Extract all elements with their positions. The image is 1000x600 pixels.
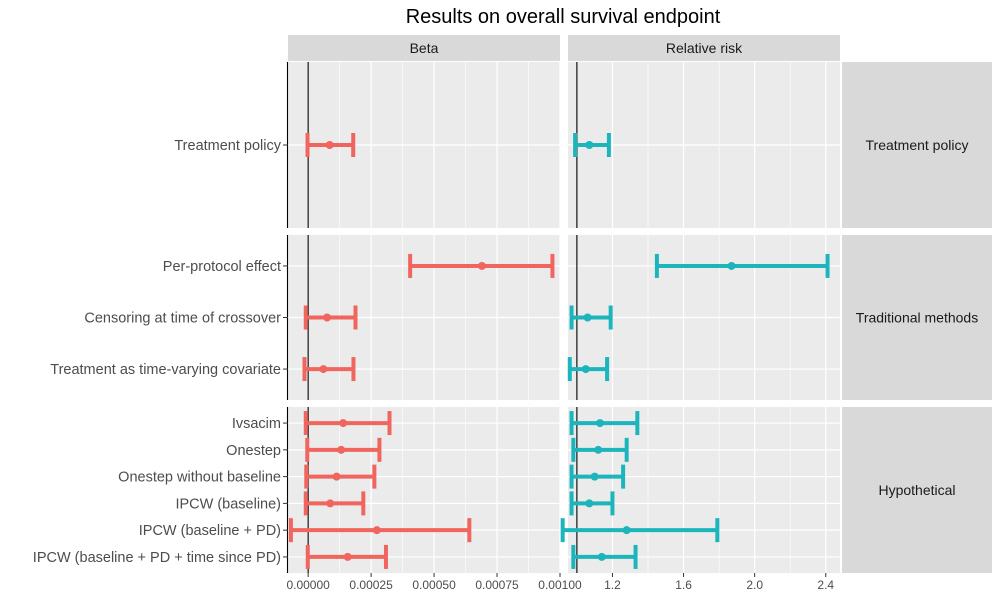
rr-point-estimate (594, 445, 603, 454)
rr-errorbar (569, 305, 613, 330)
y-tick-label: IPCW (baseline + PD) (139, 523, 281, 539)
plot-panels: Beta Relative risk Treatment policy Traditi… (286, 35, 992, 573)
rr-errorbar (560, 518, 720, 543)
x-tick-label: 0.00000 (286, 578, 330, 592)
row-strip (842, 235, 992, 400)
beta-errorbar (303, 411, 392, 436)
row-strip-label: Hypothetical (878, 482, 955, 498)
x-tick-label: 0.00050 (412, 578, 456, 592)
beta-errorbar (302, 357, 356, 382)
x-tick-label: 0.00075 (475, 578, 519, 592)
beta-point-estimate (372, 526, 381, 535)
beta-point-estimate (339, 419, 348, 428)
rr-errorbar (567, 357, 610, 382)
y-tick-label: IPCW (baseline + PD + time since PD) (33, 550, 281, 566)
rr-errorbar (573, 133, 611, 157)
beta-point-estimate (319, 365, 328, 374)
beta-point-estimate (477, 261, 486, 270)
facet-strip-beta (288, 35, 560, 61)
beta-point-estimate (332, 472, 341, 481)
beta-point-estimate (323, 313, 332, 322)
beta-errorbar (303, 491, 366, 516)
rr-errorbar (569, 411, 640, 436)
rr-point-estimate (585, 141, 594, 149)
beta-errorbar (305, 133, 356, 157)
y-tick-label: Onestep (226, 443, 281, 459)
rr-point-estimate (585, 499, 594, 508)
plot-marks: Treatment policy Per-protocol effect Censo… (33, 133, 834, 592)
facet-strip-label: Beta (410, 40, 439, 56)
y-tick-label: Treatment policy (174, 138, 281, 154)
rr-errorbar (571, 544, 638, 569)
y-tick-label: Censoring at time of crossover (84, 311, 281, 327)
beta-point-estimate (337, 445, 346, 454)
rr-point-estimate (596, 419, 604, 428)
x-tick-label: 2.4 (817, 578, 834, 592)
y-tick-label: Onestep without baseline (118, 470, 281, 486)
y-tick-label: Ivsacim (232, 416, 281, 432)
panel-background (288, 407, 560, 573)
rr-point-estimate (727, 261, 736, 270)
beta-errorbar (303, 305, 358, 330)
rr-point-estimate (583, 313, 592, 322)
x-tick-label: 1.6 (675, 578, 692, 592)
beta-errorbar (305, 544, 388, 569)
facet-strip-label: Relative risk (666, 40, 743, 56)
row-strip (842, 62, 992, 228)
beta-errorbar (304, 464, 377, 489)
row-strip-label: Traditional methods (856, 310, 978, 326)
x-tick-label: 1.2 (604, 578, 621, 592)
y-tick-label: IPCW (baseline) (175, 496, 281, 512)
x-tick-label: 0.00025 (349, 578, 393, 592)
rr-errorbar (571, 437, 629, 462)
beta-point-estimate (326, 499, 335, 508)
rr-point-estimate (581, 365, 590, 374)
row-strip (842, 407, 992, 573)
rr-point-estimate (590, 472, 599, 481)
beta-errorbar (305, 437, 382, 462)
rr-errorbar (569, 491, 615, 516)
beta-point-estimate (325, 141, 334, 149)
beta-errorbar (408, 253, 555, 278)
y-tick-label: Per-protocol effect (163, 259, 281, 275)
rr-errorbar (654, 253, 830, 278)
chart-title: Results on overall survival endpoint (406, 6, 721, 28)
rr-point-estimate (622, 526, 631, 535)
rr-point-estimate (597, 552, 606, 561)
panel-background (568, 407, 840, 573)
beta-point-estimate (343, 552, 352, 561)
x-tick-label: 0.00100 (538, 578, 582, 592)
rr-errorbar (569, 464, 626, 489)
facet-strip-relative-risk (568, 35, 840, 61)
y-tick-label: Treatment as time-varying covariate (50, 362, 281, 378)
row-strip-label: Treatment policy (866, 137, 969, 153)
beta-errorbar (288, 518, 472, 543)
x-tick-label: 2.0 (746, 578, 763, 592)
